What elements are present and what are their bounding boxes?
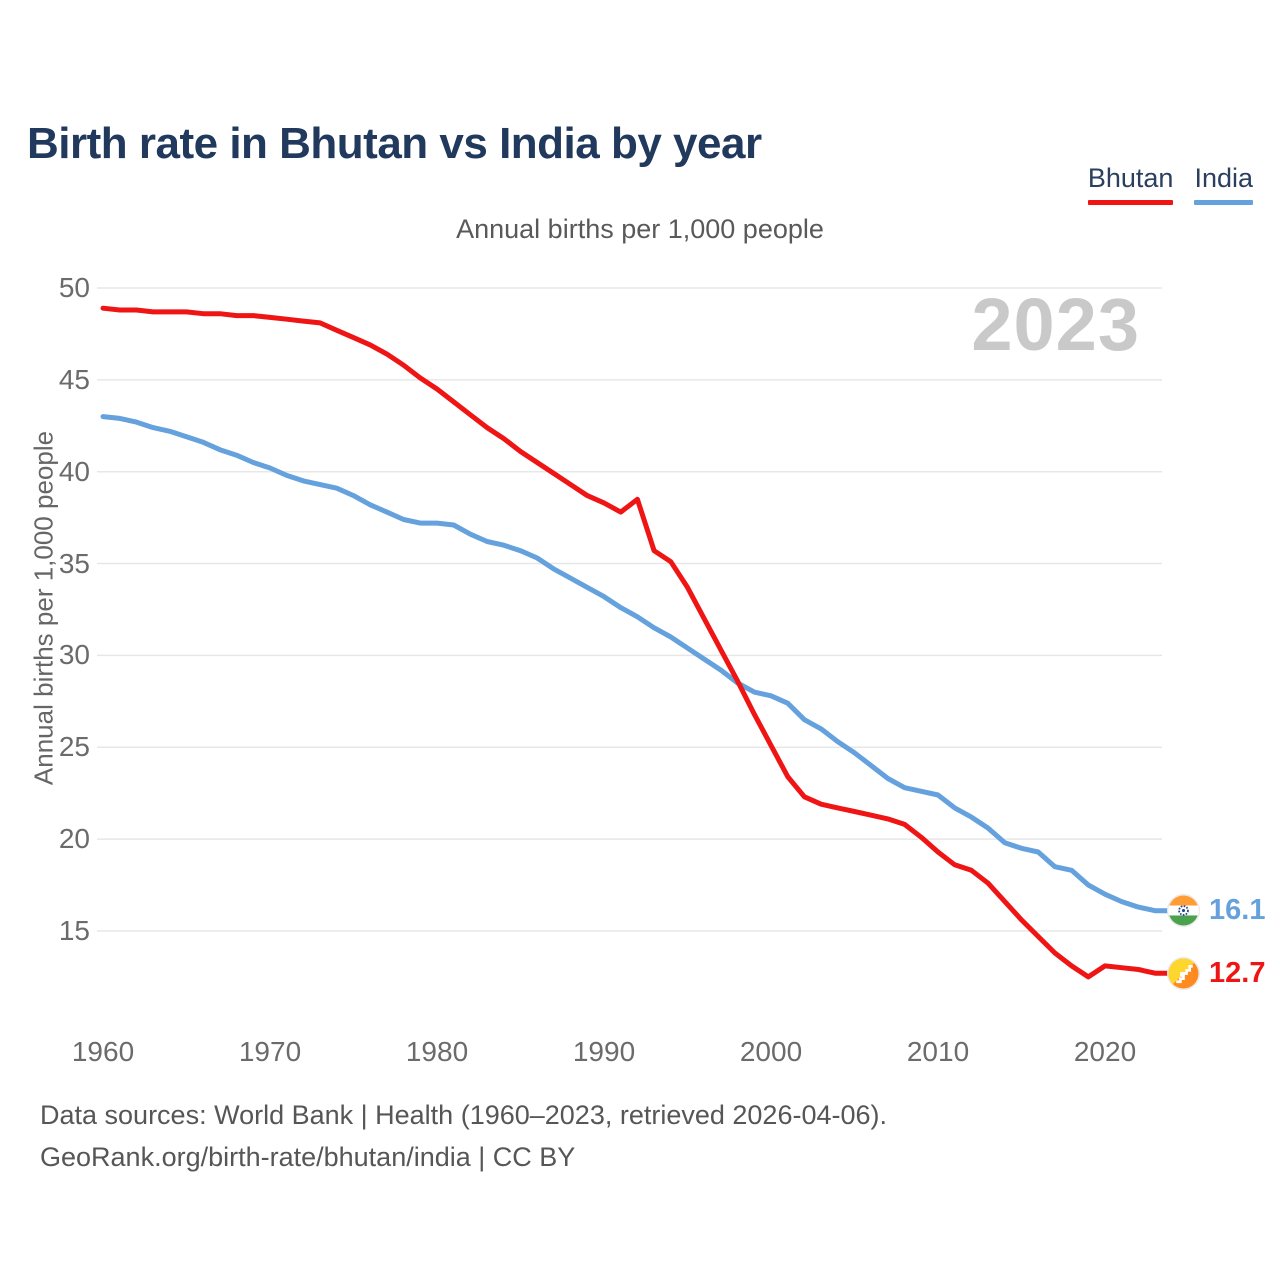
india-flag-icon	[1167, 894, 1200, 928]
end-label-india: 16.1	[1167, 894, 1266, 928]
india-line	[100, 414, 1172, 914]
x-tick-label: 1980	[405, 1036, 469, 1067]
page-title: Birth rate in Bhutan vs India by year	[27, 119, 762, 169]
y-tick-label: 35	[58, 547, 90, 579]
footer-source-line: Data sources: World Bank | Health (1960–…	[40, 1100, 887, 1130]
x-tick-label: 2020	[1073, 1036, 1137, 1067]
x-tick-label: 1990	[572, 1036, 636, 1067]
legend-item-bhutan[interactable]: Bhutan	[1087, 163, 1174, 205]
bhutan-flag-icon	[1167, 956, 1200, 990]
bhutan-end-value: 12.7	[1209, 956, 1266, 989]
y-tick-label: 25	[58, 731, 90, 763]
legend-item-india[interactable]: India	[1194, 163, 1253, 205]
x-tick-label: 2010	[906, 1036, 970, 1067]
y-tick-label: 45	[58, 363, 90, 395]
legend-label-india: India	[1194, 163, 1253, 193]
legend-label-bhutan: Bhutan	[1087, 163, 1174, 193]
footer-url-line: GeoRank.org/birth-rate/bhutan/india | CC…	[40, 1142, 576, 1172]
x-tick-label: 2000	[739, 1036, 803, 1067]
india-end-value: 16.1	[1209, 894, 1266, 927]
y-tick-label: 30	[58, 639, 90, 671]
y-tick-label: 40	[58, 455, 90, 487]
year-watermark: 2023	[971, 283, 1140, 366]
end-label-bhutan: 12.7	[1167, 957, 1265, 990]
legend-underline-india	[1194, 200, 1253, 205]
footer: Data sources: World Bank | Health (1960–…	[40, 1094, 887, 1178]
legend: Bhutan India	[1087, 163, 1253, 205]
chart-subtitle: Annual births per 1,000 people	[456, 214, 824, 244]
y-tick-label: 20	[58, 823, 90, 855]
y-tick-label: 50	[58, 272, 90, 303]
y-tick-label: 15	[58, 914, 90, 946]
bhutan-line	[100, 305, 1172, 980]
x-tick-label: 1960	[71, 1036, 135, 1067]
x-tick-label: 1970	[238, 1036, 302, 1067]
legend-underline-bhutan	[1087, 200, 1174, 205]
